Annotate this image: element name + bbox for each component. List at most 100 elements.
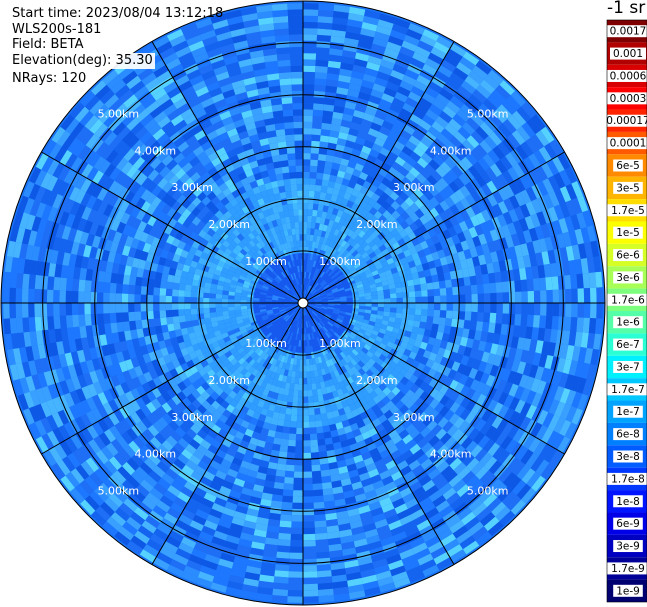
range-gate	[316, 564, 332, 572]
range-gate	[348, 320, 356, 326]
range-gate	[361, 166, 372, 175]
range-gate	[483, 231, 494, 244]
range-gate	[510, 336, 519, 349]
range-gate	[512, 268, 521, 281]
range-gate	[342, 113, 354, 122]
range-gate	[453, 131, 467, 144]
range-gate	[318, 9, 334, 18]
range-gate	[454, 353, 464, 364]
range-gate	[370, 313, 378, 319]
range-gate	[562, 330, 571, 345]
range-gate	[505, 358, 515, 371]
range-gate	[309, 287, 314, 293]
range-gate	[376, 252, 385, 260]
range-gate	[512, 110, 527, 127]
range-gate	[434, 203, 445, 215]
range-gate	[408, 308, 416, 315]
range-gate	[479, 170, 492, 184]
range-gate	[429, 388, 440, 399]
range-gate	[332, 311, 340, 315]
range-gate	[320, 257, 326, 264]
range-gate	[382, 284, 390, 291]
range-gate	[367, 337, 376, 344]
range-gate	[463, 276, 471, 286]
range-gate	[483, 362, 494, 375]
range-gate	[350, 232, 359, 240]
range-gate	[546, 303, 553, 317]
range-gate	[314, 520, 327, 528]
range-gate	[228, 303, 235, 307]
range-gate	[307, 203, 314, 210]
range-gate	[478, 233, 488, 246]
range-gate	[385, 81, 400, 92]
range-gate	[340, 265, 347, 272]
range-gate	[306, 377, 312, 385]
range-gate	[343, 330, 351, 337]
range-gate	[373, 273, 381, 280]
range-gate	[325, 212, 332, 220]
range-gate	[321, 305, 328, 307]
range-gate	[318, 249, 324, 257]
range-gate	[408, 91, 422, 103]
range-gate	[303, 228, 307, 235]
range-gate	[380, 59, 395, 70]
range-gate	[419, 256, 428, 265]
range-gate	[508, 313, 516, 326]
range-gate	[445, 140, 458, 153]
range-gate	[307, 306, 314, 311]
range-gate	[324, 287, 331, 292]
range-gate	[370, 310, 378, 315]
range-gate	[497, 405, 509, 419]
range-gate	[90, 280, 98, 293]
range-gate	[595, 318, 603, 335]
range-gate	[444, 398, 455, 410]
range-gate	[312, 273, 316, 281]
range-gate	[303, 146, 312, 154]
range-gate	[497, 214, 508, 227]
range-gate	[330, 124, 341, 132]
range-gate	[315, 300, 322, 302]
range-gate	[390, 303, 397, 308]
range-gate	[358, 258, 366, 266]
range-gate	[465, 303, 472, 312]
range-gate	[96, 303, 104, 314]
range-gate	[530, 378, 541, 393]
range-gate	[375, 25, 392, 36]
range-gate	[437, 249, 446, 259]
range-gate	[339, 310, 346, 315]
range-gate	[197, 286, 205, 293]
range-gate	[413, 188, 424, 199]
range-gate	[306, 284, 309, 292]
range-gate	[333, 4, 350, 13]
range-gate	[318, 3, 335, 11]
range-gate	[367, 128, 380, 138]
range-gate	[338, 312, 346, 317]
range-gate	[438, 373, 448, 385]
range-gate	[346, 300, 353, 303]
range-gate	[373, 210, 383, 220]
range-gate	[306, 371, 311, 378]
range-gate	[376, 314, 384, 320]
range-gate	[330, 273, 337, 280]
range-gate	[135, 320, 143, 330]
range-gate	[580, 258, 589, 274]
range-gate	[531, 327, 540, 341]
range-gate	[303, 40, 317, 48]
range-gate	[426, 174, 438, 186]
range-gate	[282, 426, 290, 434]
range-gate	[345, 166, 355, 175]
range-gate	[507, 370, 517, 384]
range-gate	[459, 259, 468, 270]
range-gate	[347, 277, 355, 283]
range-gate	[381, 162, 392, 172]
range-gate	[367, 276, 375, 282]
range-gate	[315, 248, 321, 256]
range-gate	[352, 300, 360, 303]
range-gate	[304, 290, 307, 297]
range-gate	[317, 287, 324, 292]
range-gate	[353, 274, 361, 281]
range-gate	[228, 306, 235, 311]
range-gate	[418, 119, 432, 132]
range-gate	[423, 221, 433, 232]
range-gate	[335, 269, 342, 276]
